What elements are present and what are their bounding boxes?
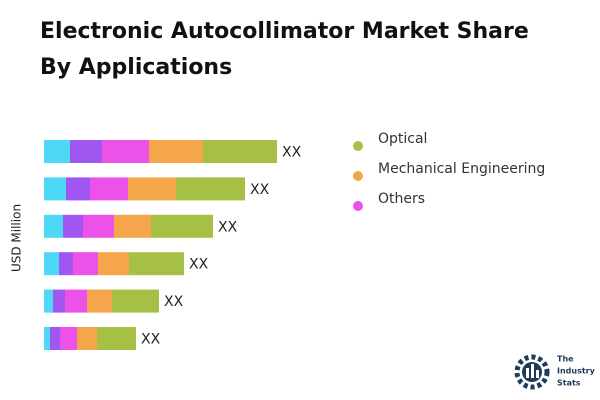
bar-segment (53, 289, 65, 313)
chart-title: Electronic Autocollimator Market Share B… (40, 19, 529, 80)
bar-segment (128, 177, 176, 201)
bar-segment (90, 177, 128, 201)
bar-segment (66, 177, 90, 201)
value-label: XX (250, 182, 270, 198)
value-label: XX (164, 294, 184, 310)
bar-segment (70, 140, 102, 163)
bar-segment (63, 214, 83, 238)
bar-segment (176, 177, 245, 201)
legend-marker (353, 171, 363, 181)
bar-segment (44, 140, 70, 163)
bar-segment (44, 327, 50, 350)
bar-segment (59, 252, 73, 276)
bar-segment (44, 289, 53, 313)
bar-segment (97, 327, 136, 350)
bar-segment (77, 327, 97, 350)
y-axis-label: USD Million (10, 204, 24, 272)
legend-label: Mechanical Engineering (378, 161, 545, 177)
brand-text: The (557, 355, 574, 364)
bar-segment (73, 252, 98, 276)
bar-segment (114, 214, 151, 238)
bar-segment (44, 214, 63, 238)
legend-marker (353, 141, 363, 151)
bar-segment (98, 252, 129, 276)
bar-segment (203, 140, 277, 163)
bar-segment (50, 327, 60, 350)
bar-segment (129, 252, 184, 276)
legend-label: Optical (378, 131, 427, 147)
bar-segment (102, 140, 149, 163)
bar-segment (83, 214, 114, 238)
logo (514, 354, 550, 390)
value-label: XX (282, 145, 302, 161)
brand-text: Stats (557, 379, 581, 388)
value-label: XX (141, 332, 161, 348)
bar-segment (60, 327, 77, 350)
bar-segment (44, 252, 59, 276)
bar-segment (65, 289, 87, 313)
value-label: XX (189, 257, 209, 273)
bar-segment (87, 289, 112, 313)
legend-marker (353, 201, 363, 211)
bar-segment (149, 140, 203, 163)
legend-label: Others (378, 191, 425, 207)
bar-segment (44, 177, 66, 201)
brand-text: Industry (557, 367, 596, 376)
bar-segment (151, 214, 213, 238)
value-label: XX (218, 219, 238, 235)
bar-segment (112, 289, 159, 313)
